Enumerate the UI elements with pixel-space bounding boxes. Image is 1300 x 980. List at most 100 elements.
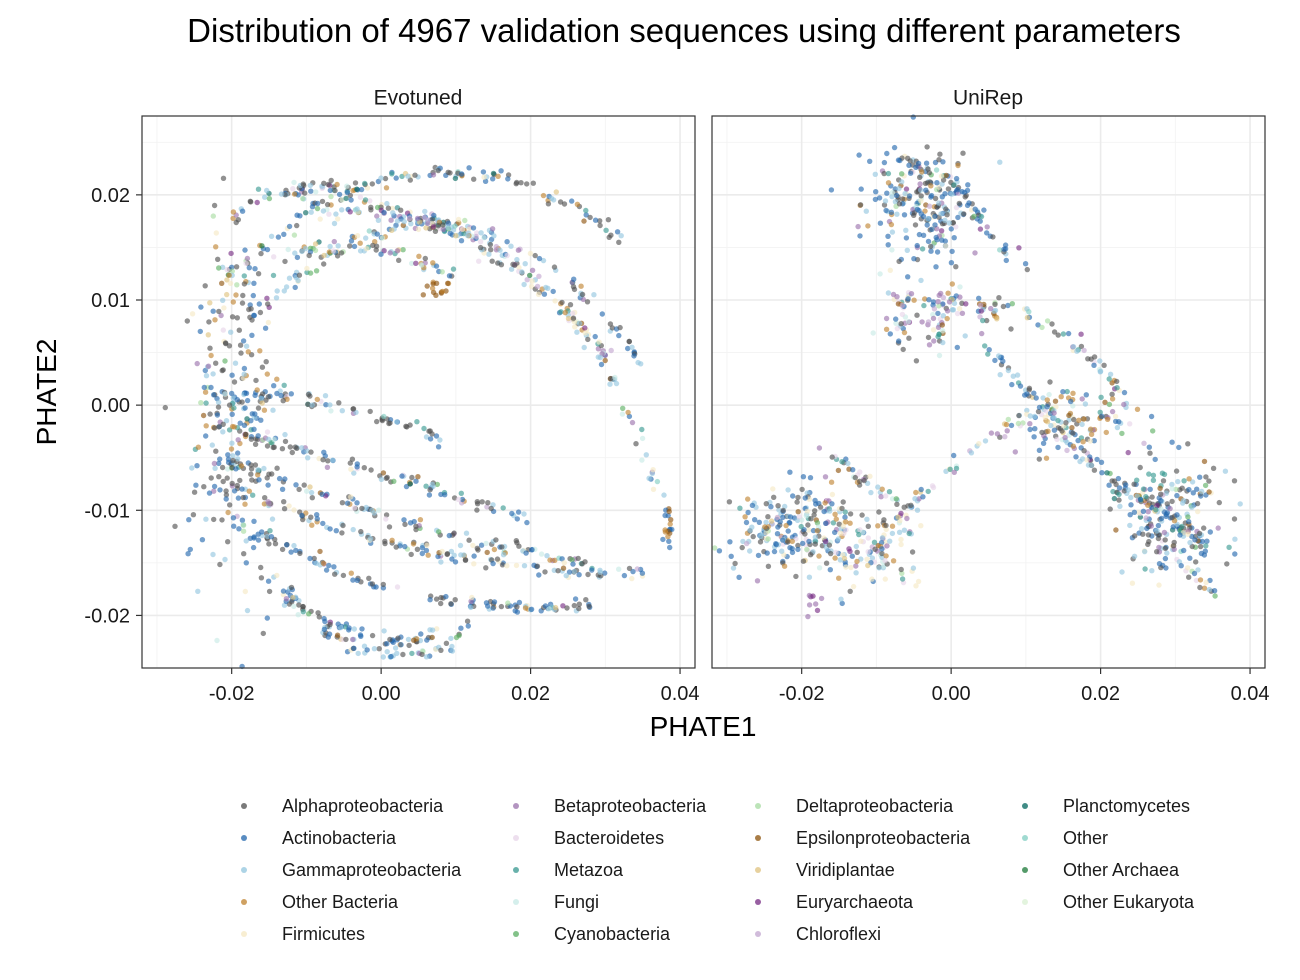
data-point xyxy=(281,499,287,505)
data-point xyxy=(425,552,431,558)
data-point xyxy=(922,208,928,214)
data-point xyxy=(545,201,552,207)
data-point xyxy=(843,519,849,525)
data-point xyxy=(910,114,916,120)
data-point xyxy=(608,347,614,354)
data-point xyxy=(1203,474,1209,480)
data-point xyxy=(327,621,333,628)
data-point xyxy=(336,400,342,406)
data-point xyxy=(229,390,235,397)
data-point xyxy=(912,496,918,502)
data-point xyxy=(1070,403,1076,409)
legend-label: Other Eukaryota xyxy=(1063,892,1195,912)
data-point xyxy=(516,599,523,606)
data-point xyxy=(898,510,904,517)
data-point xyxy=(346,625,352,631)
data-point xyxy=(268,233,275,239)
data-point xyxy=(381,413,387,420)
data-point xyxy=(211,202,218,209)
data-point xyxy=(1186,486,1192,493)
data-point xyxy=(779,548,785,554)
data-point xyxy=(876,565,882,571)
data-point xyxy=(832,511,838,517)
data-point xyxy=(438,559,444,565)
data-point xyxy=(896,258,902,265)
data-point xyxy=(867,158,873,164)
data-point xyxy=(1203,579,1209,586)
data-point xyxy=(258,564,264,571)
data-point xyxy=(481,235,487,241)
data-point xyxy=(853,543,859,550)
data-point xyxy=(773,541,779,548)
points-evotuned xyxy=(162,164,675,670)
data-point xyxy=(936,292,942,298)
data-point xyxy=(398,207,404,213)
data-point xyxy=(575,555,581,562)
data-point xyxy=(288,391,294,397)
data-point xyxy=(348,466,354,472)
data-point xyxy=(888,221,895,228)
data-point xyxy=(911,256,917,262)
data-point xyxy=(925,319,932,325)
data-point xyxy=(521,563,528,569)
data-point xyxy=(1088,462,1095,468)
data-point xyxy=(335,243,341,249)
data-point xyxy=(362,180,368,187)
data-point xyxy=(1125,449,1131,456)
data-point xyxy=(304,488,310,494)
data-point xyxy=(311,555,317,562)
data-point xyxy=(478,542,485,548)
data-point xyxy=(269,471,275,477)
data-point xyxy=(162,404,168,411)
data-point xyxy=(259,364,266,370)
y-tick-label: -0.02 xyxy=(84,605,130,627)
data-point xyxy=(429,431,435,437)
data-point xyxy=(224,266,230,273)
data-point xyxy=(742,514,748,520)
data-point xyxy=(1043,455,1050,461)
data-point xyxy=(523,550,529,556)
data-point xyxy=(1068,398,1074,405)
data-point xyxy=(747,548,753,554)
data-point xyxy=(1060,331,1067,337)
data-point xyxy=(896,185,902,192)
data-point xyxy=(230,299,236,305)
legend-key xyxy=(1022,835,1028,841)
data-point xyxy=(598,361,605,368)
data-point xyxy=(413,260,419,266)
data-point xyxy=(1027,426,1033,433)
data-point xyxy=(876,509,882,515)
data-point xyxy=(938,228,945,234)
data-point xyxy=(292,444,298,450)
data-point xyxy=(1202,482,1209,489)
data-point xyxy=(350,577,356,583)
data-point xyxy=(230,453,236,459)
data-point xyxy=(1143,494,1149,500)
data-point xyxy=(583,207,589,214)
data-point xyxy=(419,550,425,557)
data-point xyxy=(255,186,262,192)
data-point xyxy=(411,518,417,525)
data-point xyxy=(1116,497,1122,503)
x-tick-label: -0.02 xyxy=(209,683,255,705)
data-point xyxy=(1164,501,1171,507)
data-point xyxy=(876,195,883,201)
data-point xyxy=(730,565,737,571)
data-point xyxy=(579,561,585,567)
data-point xyxy=(308,449,314,455)
data-point xyxy=(257,348,263,354)
data-point xyxy=(414,546,421,552)
data-point xyxy=(380,654,386,660)
data-point xyxy=(202,283,208,289)
data-point xyxy=(390,210,396,216)
data-point xyxy=(405,173,411,179)
data-point xyxy=(524,519,530,526)
data-point xyxy=(518,180,524,186)
data-point xyxy=(243,560,249,566)
data-point xyxy=(498,168,504,174)
data-point xyxy=(864,556,870,562)
data-point xyxy=(1064,388,1070,395)
data-point xyxy=(956,200,962,207)
data-point xyxy=(953,175,960,182)
data-point xyxy=(1127,522,1133,529)
